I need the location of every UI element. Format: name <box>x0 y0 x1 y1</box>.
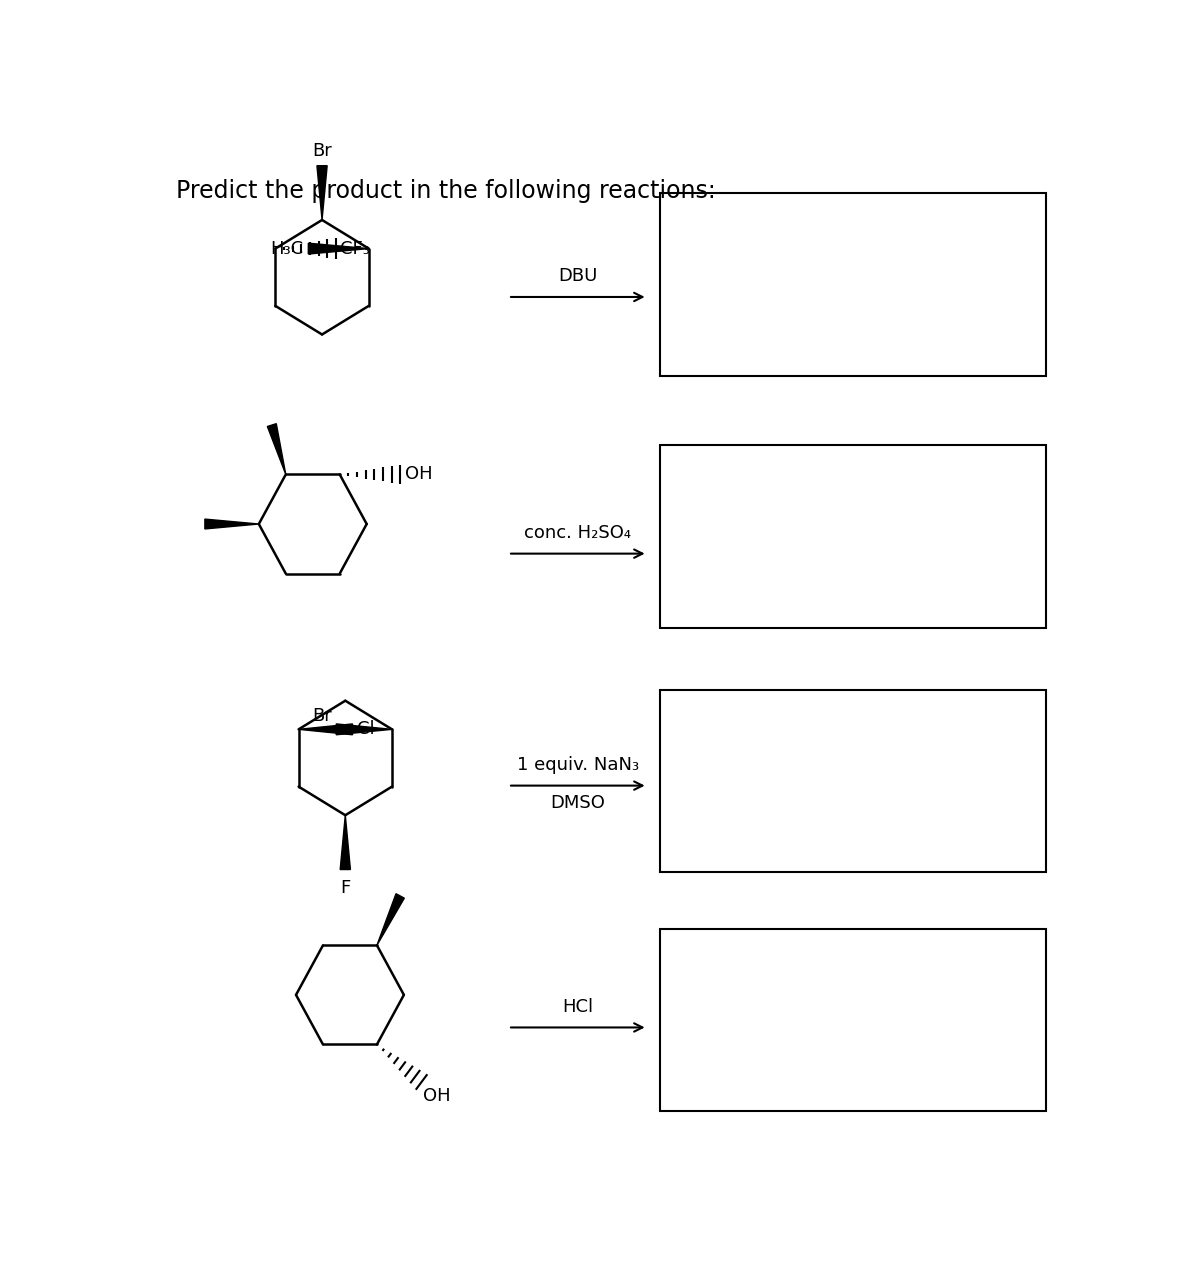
Polygon shape <box>205 519 259 529</box>
Bar <box>660 928 1045 1111</box>
Text: CF₃: CF₃ <box>341 240 371 258</box>
Text: H₃C: H₃C <box>270 240 304 258</box>
Polygon shape <box>268 423 286 474</box>
Bar <box>660 194 1045 376</box>
Text: DMSO: DMSO <box>551 794 605 812</box>
Text: DBU: DBU <box>558 267 598 285</box>
Text: conc. H₂SO₄: conc. H₂SO₄ <box>524 524 631 542</box>
Polygon shape <box>336 724 392 735</box>
Bar <box>660 690 1045 873</box>
Bar <box>660 445 1045 628</box>
Polygon shape <box>340 815 350 869</box>
Text: Predict the product in the following reactions:: Predict the product in the following rea… <box>176 178 715 203</box>
Polygon shape <box>377 894 404 945</box>
Text: Br: Br <box>312 142 332 160</box>
Text: OH: OH <box>404 465 432 483</box>
Text: OH: OH <box>424 1087 451 1105</box>
Text: 1 equiv. NaN₃: 1 equiv. NaN₃ <box>517 756 638 774</box>
Polygon shape <box>317 165 328 221</box>
Polygon shape <box>308 244 368 254</box>
Text: Cl: Cl <box>358 720 374 738</box>
Text: F: F <box>340 879 350 897</box>
Text: HCl: HCl <box>563 997 593 1015</box>
Text: Br: Br <box>312 708 331 726</box>
Polygon shape <box>299 724 353 735</box>
